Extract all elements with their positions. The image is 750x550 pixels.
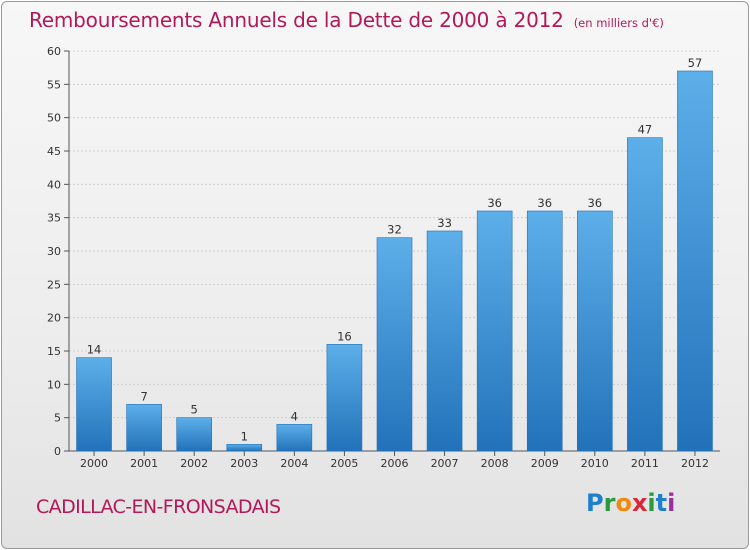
logo-letter: i (647, 489, 656, 517)
y-tick-label: 25 (47, 278, 61, 291)
bar (677, 70, 713, 452)
x-tick-label: 2004 (280, 457, 308, 470)
bar-value-label: 33 (437, 216, 452, 230)
bar (476, 210, 513, 452)
logo-letter: i (667, 489, 676, 517)
x-tick-label: 2008 (481, 457, 509, 470)
y-tick-label: 45 (47, 145, 61, 158)
chart-unit: (en milliers d'€) (573, 16, 664, 30)
bar (627, 137, 663, 452)
y-tick-label: 15 (47, 345, 61, 358)
bar-value-label: 36 (587, 196, 602, 210)
bar (577, 210, 613, 452)
y-tick-label: 30 (47, 245, 61, 258)
x-tick-label: 2011 (631, 457, 659, 470)
bar-value-label: 36 (537, 196, 552, 210)
y-tick-label: 55 (47, 78, 61, 91)
x-tick-label: 2002 (180, 457, 208, 470)
logo-letter: t (655, 489, 668, 517)
location-name: CADILLAC-EN-FRONSADAIS (36, 496, 281, 518)
bar-value-label: 4 (291, 409, 298, 423)
bar (226, 444, 263, 452)
x-tick-label: 2009 (531, 457, 559, 470)
x-tick-label: 2005 (330, 457, 358, 470)
y-tick-label: 10 (47, 378, 61, 391)
bar (126, 404, 162, 452)
x-tick-label: 2012 (681, 457, 709, 470)
bar-value-label: 14 (87, 343, 102, 357)
y-tick-label: 40 (47, 178, 61, 191)
bar-value-label: 32 (387, 223, 402, 237)
y-tick-label: 0 (54, 445, 61, 458)
x-tick-label: 2003 (230, 457, 258, 470)
y-tick-label: 50 (47, 112, 61, 125)
bar-value-label: 1 (241, 429, 248, 443)
y-tick-label: 20 (47, 312, 61, 325)
logo-letter: o (615, 489, 632, 517)
bar-value-label: 57 (688, 56, 703, 70)
proxiti-logo: Proxiti (586, 489, 675, 517)
y-tick-label: 60 (47, 45, 61, 58)
bar-value-label: 7 (140, 389, 147, 403)
bar (426, 230, 463, 452)
bar (526, 210, 563, 452)
x-tick-label: 2006 (381, 457, 409, 470)
chart-title-block: Remboursements Annuels de la Dette de 20… (29, 8, 664, 32)
x-tick-label: 2001 (130, 457, 158, 470)
x-tick-label: 2010 (581, 457, 609, 470)
chart-title: Remboursements Annuels de la Dette de 20… (29, 8, 564, 32)
bar (276, 424, 313, 452)
bar (76, 357, 112, 452)
logo-letter: r (603, 489, 616, 517)
bar (376, 237, 413, 452)
bar-value-label: 5 (191, 403, 198, 417)
logo-letter: P (586, 489, 604, 517)
y-tick-label: 35 (47, 212, 61, 225)
bar-value-label: 16 (337, 329, 352, 343)
bar-value-label: 47 (638, 123, 653, 137)
bar (326, 344, 363, 452)
x-tick-label: 2007 (431, 457, 459, 470)
logo-letter: x (631, 489, 648, 517)
bar-value-label: 36 (487, 196, 502, 210)
x-tick-label: 2000 (80, 457, 108, 470)
y-tick-label: 5 (54, 412, 61, 425)
bar (176, 417, 212, 452)
